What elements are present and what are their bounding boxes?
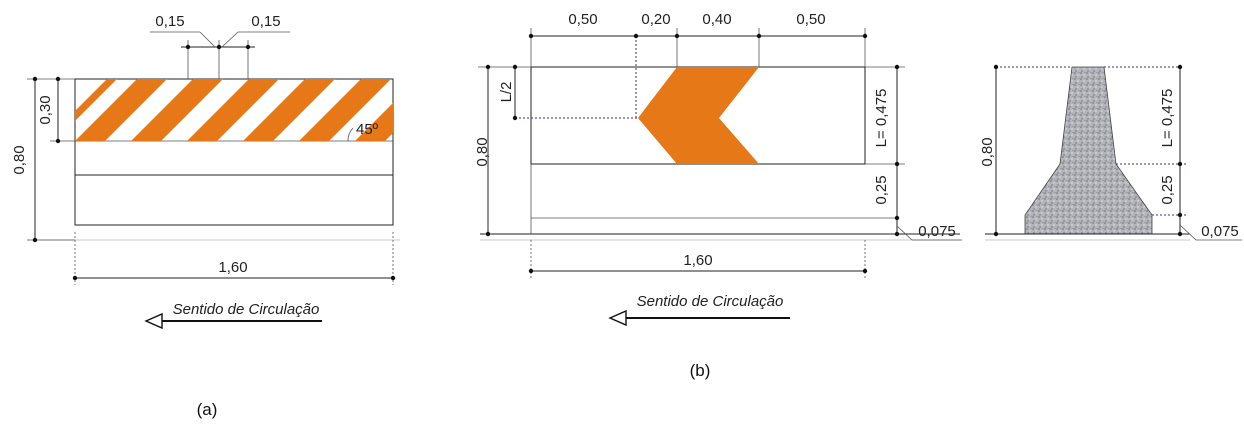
base-height-label-b: 0,075	[918, 223, 956, 240]
barrier-cross-section	[1024, 66, 1153, 235]
total-height-label-a: 0,80	[11, 145, 28, 174]
top-dim-3: 0,40	[702, 11, 731, 28]
half-l-label: L/2	[498, 82, 515, 103]
top-dim-4: 0,50	[796, 11, 825, 28]
total-height-label-b: 0,80	[474, 137, 491, 166]
section-middle-label: 0,25	[1159, 175, 1176, 204]
chevron-marking	[638, 67, 759, 164]
caption-a: (a)	[197, 400, 218, 419]
top-dim-1: 0,50	[568, 11, 597, 28]
diagonal-stripes	[75, 79, 393, 141]
direction-label-b: Sentido de Circulação	[637, 293, 784, 310]
angle-arc	[347, 127, 354, 142]
figure-a: 0,80 0,30 0,15 0,15 45º 1,60 Sentido de …	[11, 13, 400, 419]
stripe-height-label: 0,30	[37, 95, 54, 124]
top-right-width-label: 0,15	[251, 13, 280, 30]
total-length-label-b: 1,60	[683, 252, 712, 269]
section-height-label: 0,80	[979, 137, 996, 166]
caption-b: (b)	[690, 361, 711, 380]
direction-label-a: Sentido de Circulação	[173, 301, 320, 318]
top-left-width-label: 0,15	[155, 13, 184, 30]
l-value-label-b: L= 0,475	[873, 89, 890, 148]
section-view: 0,80 L= 0,475 0,25 0,075	[979, 64, 1242, 241]
arrow-head-b-icon	[608, 309, 627, 327]
angle-label: 45º	[356, 121, 379, 138]
top-dim-2: 0,20	[641, 11, 670, 28]
middle-height-label-b: 0,25	[873, 175, 890, 204]
barrier-block-a	[74, 78, 394, 226]
arrow-head-a-icon	[144, 312, 163, 330]
section-l-value-label: L= 0,475	[1159, 89, 1176, 148]
section-base-label: 0,075	[1201, 223, 1239, 240]
total-length-label-a: 1,60	[218, 259, 247, 276]
figure-b: 0,50 0,20 0,40 0,50 0,80 L/2 L= 0,475 0,…	[474, 11, 962, 380]
